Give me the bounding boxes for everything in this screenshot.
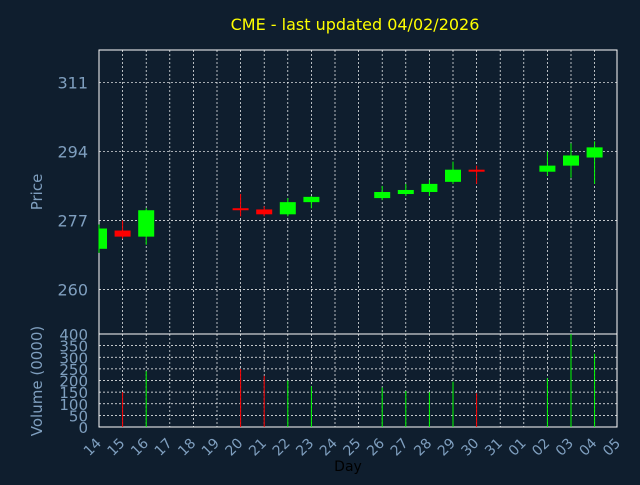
x-tick-label: 30 <box>459 436 483 460</box>
x-tick-label: 14 <box>81 435 105 459</box>
candle-body <box>232 208 249 211</box>
price-tick-label: 260 <box>57 280 88 299</box>
x-tick-label: 16 <box>128 435 152 459</box>
volume-axis-label: Volume (0000) <box>28 326 46 436</box>
x-tick-label: 22 <box>270 436 294 460</box>
x-tick-label: 29 <box>435 436 459 460</box>
price-tick-label: 311 <box>57 73 88 92</box>
x-tick-label: 31 <box>482 436 506 460</box>
volume-tick-label: 150 <box>59 384 88 402</box>
volume-tick-label: 200 <box>59 373 88 391</box>
price-panel: 311 294 277 260 <box>57 49 618 335</box>
x-tick-label: 15 <box>105 436 129 460</box>
price-tick-label: 294 <box>57 142 88 161</box>
volume-tick-label: 350 <box>59 338 88 356</box>
candle-body <box>421 183 438 192</box>
chart-title: CME - last updated 04/02/2026 <box>231 15 480 34</box>
candle-body <box>374 192 391 199</box>
x-tick-label: 04 <box>577 435 601 459</box>
candle-body <box>138 210 155 237</box>
x-axis-ticks: 14 15 16 17 18 19 20 21 22 23 24 25 26 27 28 29 30 31 01 02… <box>81 435 624 459</box>
candle-body <box>303 196 320 203</box>
volume-tick-label: 0 <box>78 419 88 437</box>
x-tick-label: 02 <box>529 436 553 460</box>
candle-body <box>256 209 273 215</box>
volume-tick-label: 100 <box>59 396 88 414</box>
candle-body <box>468 169 485 172</box>
candle-body <box>539 165 556 172</box>
x-tick-label: 18 <box>175 436 199 460</box>
x-tick-label: 24 <box>317 435 341 459</box>
x-tick-label: 23 <box>293 436 317 460</box>
candle-body <box>279 202 296 215</box>
x-tick-label: 17 <box>152 436 176 460</box>
x-tick-label: 25 <box>341 436 365 460</box>
candle-body <box>445 169 461 182</box>
x-tick-label: 27 <box>388 436 412 460</box>
volume-tick-label: 50 <box>69 407 88 425</box>
candle-body <box>586 147 603 158</box>
x-axis-label: Day <box>334 459 362 475</box>
candle-body <box>114 230 131 237</box>
x-tick-label: 20 <box>223 436 247 460</box>
x-tick-label: 26 <box>364 435 388 459</box>
candle-body <box>563 155 579 166</box>
price-tick-label: 277 <box>57 211 88 230</box>
x-tick-label: 21 <box>246 436 270 460</box>
volume-tick-label: 300 <box>59 349 88 367</box>
candle-body <box>99 228 107 249</box>
x-tick-label: 28 <box>411 436 435 460</box>
price-axis-label: Price <box>28 174 46 211</box>
price-plot-frame <box>98 49 618 335</box>
volume-tick-label: 400 <box>59 326 88 344</box>
x-tick-label: 03 <box>553 436 577 460</box>
volume-tick-label: 250 <box>59 361 88 379</box>
candle-body <box>397 189 414 195</box>
x-tick-label: 01 <box>506 436 530 460</box>
x-tick-label: 19 <box>199 436 223 460</box>
x-tick-label: 05 <box>600 436 624 460</box>
